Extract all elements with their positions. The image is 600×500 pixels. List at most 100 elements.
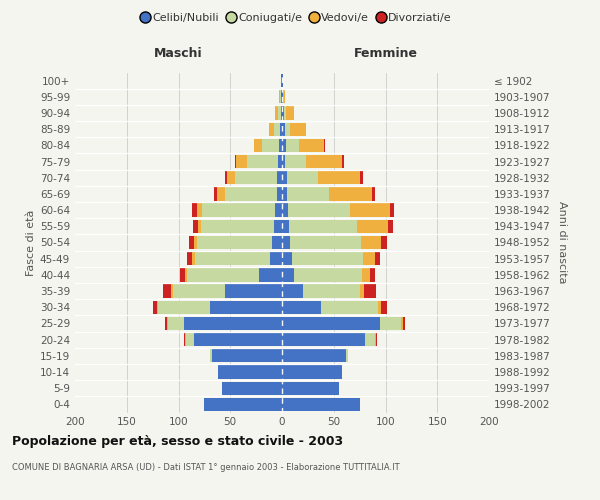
Bar	[189, 236, 194, 249]
Bar	[389, 204, 394, 217]
Bar	[167, 317, 168, 330]
Bar	[318, 171, 359, 184]
Bar	[269, 122, 274, 136]
Bar	[236, 155, 247, 168]
Bar	[195, 252, 269, 266]
Bar	[163, 284, 171, 298]
Bar	[281, 74, 282, 87]
Bar	[282, 366, 342, 378]
Bar	[152, 300, 157, 314]
Bar	[281, 90, 282, 104]
Bar	[279, 138, 282, 152]
Bar	[282, 268, 295, 281]
Bar	[168, 317, 184, 330]
Bar	[157, 300, 158, 314]
Bar	[192, 252, 195, 266]
Bar	[282, 317, 380, 330]
Bar	[282, 252, 292, 266]
Bar	[225, 171, 227, 184]
Bar	[275, 106, 278, 120]
Bar	[306, 155, 342, 168]
Bar	[198, 220, 201, 233]
Y-axis label: Anni di nascita: Anni di nascita	[557, 201, 567, 283]
Bar	[197, 204, 202, 217]
Bar	[187, 268, 259, 281]
Bar	[350, 204, 389, 217]
Bar	[363, 252, 375, 266]
Bar	[364, 284, 376, 298]
Bar	[299, 138, 325, 152]
Bar	[275, 204, 282, 217]
Bar	[274, 220, 282, 233]
Bar	[282, 398, 359, 411]
Bar	[292, 252, 363, 266]
Bar	[179, 268, 185, 281]
Bar	[401, 317, 403, 330]
Bar	[287, 188, 329, 200]
Bar	[286, 106, 295, 120]
Bar	[171, 284, 173, 298]
Bar	[378, 300, 382, 314]
Bar	[254, 138, 262, 152]
Bar	[185, 268, 187, 281]
Bar	[288, 204, 350, 217]
Bar	[282, 138, 286, 152]
Legend: Celibi/Nubili, Coniugati/e, Vedovi/e, Divorziati/e: Celibi/Nubili, Coniugati/e, Vedovi/e, Di…	[138, 8, 456, 28]
Text: Maschi: Maschi	[154, 46, 203, 60]
Bar	[290, 236, 361, 249]
Bar	[370, 268, 375, 281]
Bar	[346, 349, 348, 362]
Bar	[279, 90, 280, 104]
Bar	[222, 382, 282, 395]
Bar	[282, 122, 285, 136]
Bar	[235, 155, 236, 168]
Bar	[212, 349, 282, 362]
Bar	[269, 252, 282, 266]
Bar	[193, 220, 198, 233]
Y-axis label: Fasce di età: Fasce di età	[26, 210, 36, 276]
Bar	[282, 300, 322, 314]
Bar	[342, 155, 344, 168]
Bar	[359, 284, 364, 298]
Bar	[274, 122, 280, 136]
Bar	[380, 317, 401, 330]
Bar	[281, 106, 282, 120]
Bar	[285, 122, 290, 136]
Bar	[165, 317, 167, 330]
Bar	[282, 236, 290, 249]
Bar	[388, 220, 393, 233]
Bar	[287, 171, 318, 184]
Bar	[225, 188, 277, 200]
Bar	[214, 188, 217, 200]
Bar	[282, 382, 339, 395]
Bar	[322, 300, 378, 314]
Bar	[282, 74, 283, 87]
Bar	[282, 333, 365, 346]
Bar	[272, 236, 282, 249]
Bar	[197, 236, 272, 249]
Bar	[290, 122, 306, 136]
Bar	[282, 204, 288, 217]
Bar	[361, 236, 382, 249]
Bar	[375, 333, 376, 346]
Bar	[362, 268, 370, 281]
Bar	[382, 236, 386, 249]
Bar	[365, 333, 375, 346]
Bar	[184, 317, 282, 330]
Text: Popolazione per età, sesso e stato civile - 2003: Popolazione per età, sesso e stato civil…	[12, 435, 343, 448]
Bar	[247, 155, 278, 168]
Bar	[282, 188, 287, 200]
Bar	[282, 106, 284, 120]
Bar	[278, 106, 281, 120]
Bar	[173, 284, 225, 298]
Bar	[201, 220, 274, 233]
Bar	[372, 188, 375, 200]
Bar	[209, 300, 282, 314]
Bar	[283, 90, 285, 104]
Bar	[280, 122, 282, 136]
Bar	[194, 333, 282, 346]
Bar	[282, 349, 346, 362]
Bar	[289, 220, 356, 233]
Bar	[186, 333, 194, 346]
Bar	[187, 252, 192, 266]
